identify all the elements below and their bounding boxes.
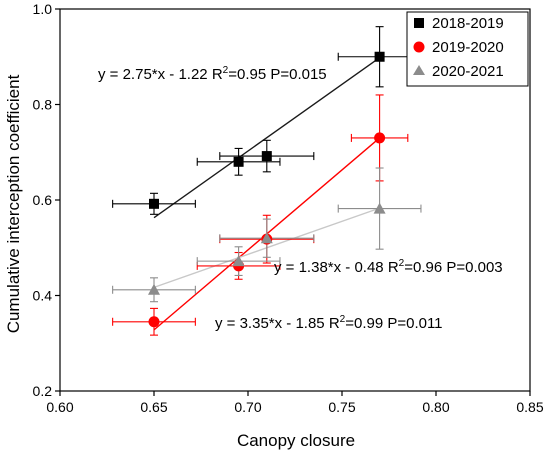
y-tick-label: 0.4: [33, 288, 53, 304]
equation-2018-2019: y = 2.75*x - 1.22 R2=0.95 P=0.015: [98, 65, 327, 83]
legend-label-2019-2020: 2019-2020: [432, 39, 504, 56]
data-point-2019-2020: [374, 132, 386, 144]
legend-box: [406, 11, 529, 87]
equation-2020-2021: y = 1.38*x - 0.48 R2=0.96 P=0.003: [274, 258, 503, 276]
legend: 2018-2019 2019-2020 2020-2021: [406, 11, 529, 87]
data-point-2020-2021: [260, 232, 273, 244]
y-tick-label: 0.6: [33, 192, 53, 208]
legend-marker-2019-2020: [413, 41, 425, 53]
x-tick-label: 0.85: [516, 399, 543, 415]
x-tick-label: 0.80: [422, 399, 449, 415]
y-axis-label: Cumulative interception coefficient: [4, 74, 23, 333]
equation-2019-2020: y = 3.35*x - 1.85 R2=0.99 P=0.011: [215, 314, 443, 332]
y-tick-label: 0.2: [33, 383, 53, 399]
data-point-2020-2021: [373, 202, 386, 214]
data-point-2018-2019: [149, 198, 159, 209]
legend-marker-2020-2021: [413, 65, 425, 75]
data-point-2018-2019: [374, 51, 385, 62]
data-point-2018-2019: [261, 151, 272, 162]
axes: [55, 8, 531, 396]
y-tick-label: 0.8: [33, 97, 53, 113]
data-point-2019-2020: [148, 316, 160, 328]
x-axis-label: Canopy closure: [237, 431, 355, 450]
x-tick-label: 0.70: [234, 399, 261, 415]
data-markers: [148, 51, 386, 328]
x-tick-label: 0.65: [140, 399, 167, 415]
data-point-2020-2021: [232, 255, 245, 267]
legend-label-2020-2021: 2020-2021: [432, 63, 504, 80]
tick-labels: 0.60 0.65 0.70 0.75 0.80 0.85 0.2 0.4 0.6 0.8 1.0: [33, 1, 544, 415]
y-tick-label: 1.0: [33, 1, 53, 17]
legend-marker-2018-2019: [414, 18, 424, 28]
data-point-2020-2021: [148, 283, 160, 295]
legend-label-2018-2019: 2018-2019: [432, 15, 504, 32]
fit-line-2018-2019: [153, 57, 381, 219]
data-point-2018-2019: [233, 156, 244, 167]
x-tick-label: 0.60: [46, 399, 73, 415]
x-tick-label: 0.75: [328, 399, 355, 415]
fit-lines: [153, 57, 381, 331]
